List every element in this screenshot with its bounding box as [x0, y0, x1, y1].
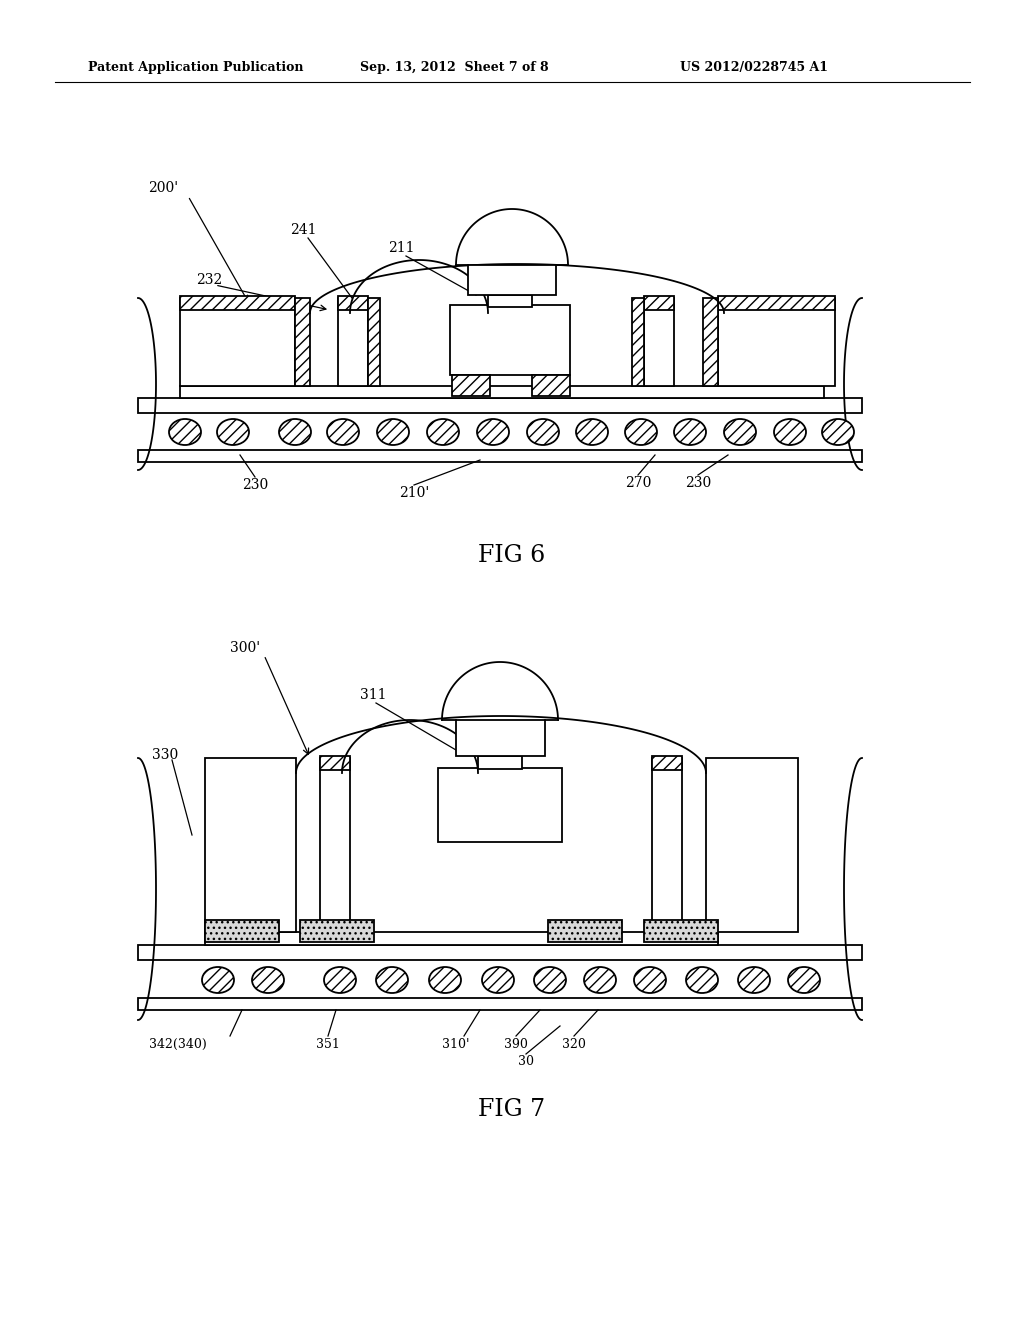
Ellipse shape [429, 968, 461, 993]
Ellipse shape [482, 968, 514, 993]
Ellipse shape [377, 418, 409, 445]
Ellipse shape [822, 418, 854, 445]
Text: Sep. 13, 2012  Sheet 7 of 8: Sep. 13, 2012 Sheet 7 of 8 [360, 62, 549, 74]
Ellipse shape [724, 418, 756, 445]
Bar [295, 298, 310, 385]
Ellipse shape [324, 968, 356, 993]
Bar [180, 296, 295, 310]
Bar [468, 265, 556, 294]
Bar [319, 756, 350, 770]
Ellipse shape [376, 968, 408, 993]
Ellipse shape [774, 418, 806, 445]
Bar [180, 385, 824, 399]
Text: 30: 30 [518, 1055, 534, 1068]
Ellipse shape [327, 418, 359, 445]
Text: 230: 230 [685, 477, 711, 490]
Ellipse shape [575, 418, 608, 445]
Text: 390: 390 [504, 1038, 528, 1051]
Bar [205, 758, 296, 932]
Text: 270: 270 [625, 477, 651, 490]
Bar [338, 298, 368, 385]
Text: 311: 311 [360, 688, 386, 702]
Text: 211: 211 [388, 242, 415, 255]
Bar [138, 399, 862, 413]
Bar [138, 450, 862, 462]
Ellipse shape [788, 968, 820, 993]
Ellipse shape [477, 418, 509, 445]
Bar [632, 298, 644, 385]
Bar [548, 920, 622, 942]
Bar [205, 932, 718, 945]
Bar [718, 296, 835, 310]
Ellipse shape [527, 418, 559, 445]
Bar [300, 920, 374, 942]
Bar [478, 756, 522, 770]
Ellipse shape [625, 418, 657, 445]
Ellipse shape [427, 418, 459, 445]
Ellipse shape [202, 968, 234, 993]
Ellipse shape [674, 418, 706, 445]
Bar [644, 920, 718, 942]
Text: FIG 7: FIG 7 [478, 1098, 546, 1122]
Text: 210': 210' [399, 486, 429, 500]
Bar [456, 719, 545, 756]
Bar [652, 756, 682, 770]
Text: 241: 241 [290, 223, 316, 238]
Bar [652, 758, 682, 932]
Text: Patent Application Publication: Patent Application Publication [88, 62, 303, 74]
Bar [452, 375, 490, 396]
Ellipse shape [169, 418, 201, 445]
Text: 200': 200' [148, 181, 178, 195]
Bar [450, 305, 570, 375]
Ellipse shape [584, 968, 616, 993]
Text: 230: 230 [242, 478, 268, 492]
Bar [338, 296, 368, 310]
Bar [706, 758, 798, 932]
Bar [644, 296, 674, 310]
Bar [488, 294, 532, 308]
Bar [438, 768, 562, 842]
Bar [718, 298, 835, 385]
Text: US 2012/0228745 A1: US 2012/0228745 A1 [680, 62, 828, 74]
Bar [703, 298, 718, 385]
Ellipse shape [738, 968, 770, 993]
Text: FIG 6: FIG 6 [478, 544, 546, 566]
Bar [138, 945, 862, 960]
Text: 232: 232 [196, 273, 222, 286]
Text: 330: 330 [152, 748, 178, 762]
Text: 300': 300' [230, 642, 260, 655]
Bar [138, 998, 862, 1010]
Bar [368, 298, 380, 385]
Text: 320: 320 [562, 1038, 586, 1051]
Ellipse shape [217, 418, 249, 445]
Ellipse shape [279, 418, 311, 445]
Bar [644, 298, 674, 385]
Bar [532, 375, 570, 396]
Text: 310': 310' [442, 1038, 470, 1051]
Ellipse shape [252, 968, 284, 993]
Text: 351: 351 [316, 1038, 340, 1051]
Bar [180, 298, 295, 385]
Bar [205, 920, 279, 942]
Ellipse shape [634, 968, 666, 993]
Ellipse shape [686, 968, 718, 993]
Bar [319, 758, 350, 932]
Text: 342(340): 342(340) [150, 1038, 207, 1051]
Ellipse shape [534, 968, 566, 993]
